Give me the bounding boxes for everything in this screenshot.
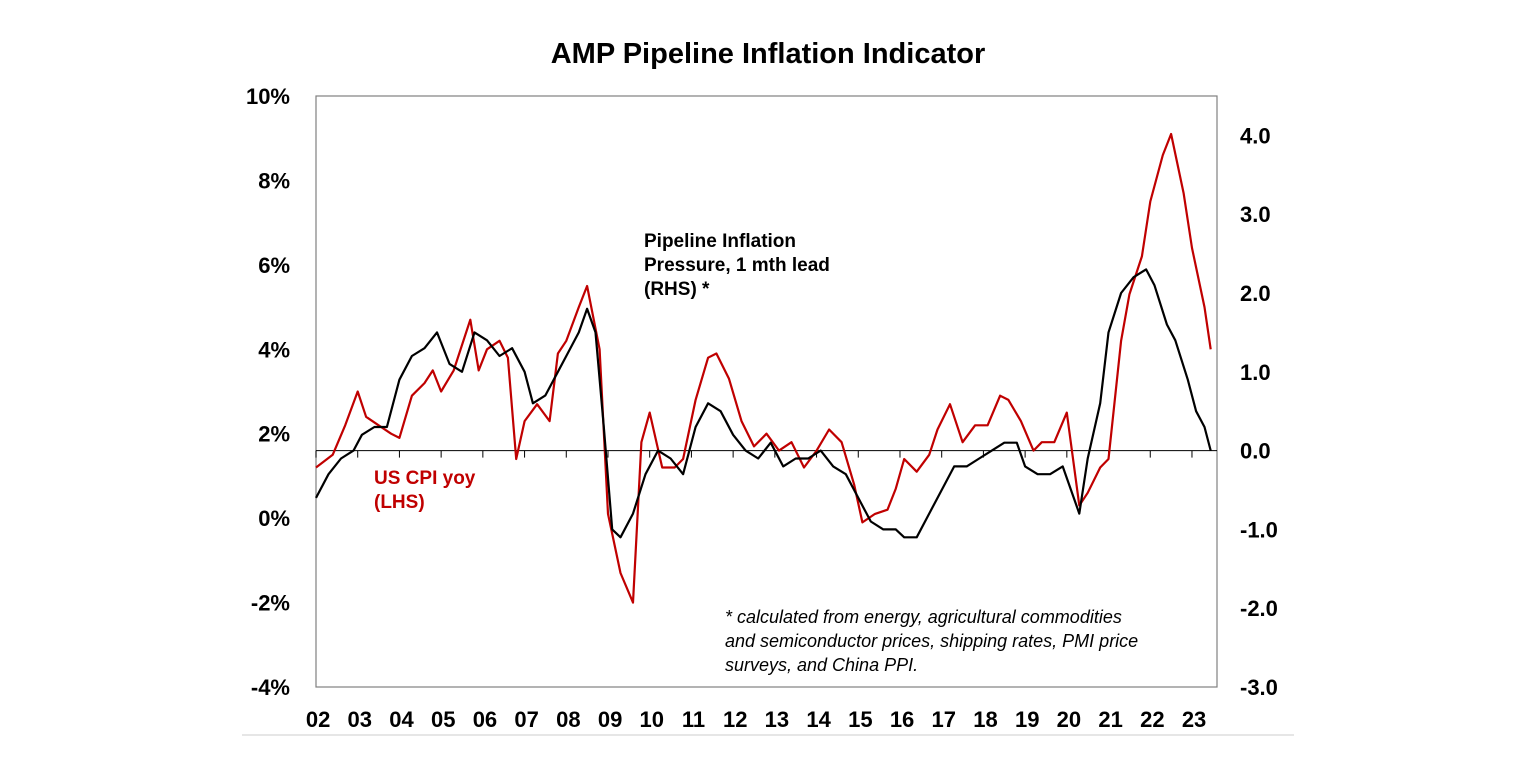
pipeline-series-label-line-3: (RHS) * [644,279,710,300]
right-axis-tick-label: -3.0 [1240,675,1278,700]
x-tick-label: 05 [431,707,455,732]
x-tick-label: 21 [1098,707,1122,732]
left-axis-tick-label: 4% [258,337,290,362]
right-axis-tick-label: 2.0 [1240,281,1271,306]
footnote-line-2: and semiconductor prices, shipping rates… [725,631,1138,651]
x-tick-label: 17 [932,707,956,732]
x-tick-label: 22 [1140,707,1164,732]
x-tick-label: 20 [1057,707,1081,732]
x-tick-label: 16 [890,707,914,732]
left-axis-tick-label: -2% [251,591,290,616]
left-axis-tick-label: 6% [258,253,290,278]
left-axis-tick-label: -4% [251,675,290,700]
cpi-series-label-line-2: (LHS) [374,492,425,513]
chart-title: AMP Pipeline Inflation Indicator [550,38,986,70]
pipeline-series-label-line-1: Pipeline Inflation [644,231,796,252]
right-axis-tick-label: 1.0 [1240,360,1271,385]
left-axis-tick-label: 10% [246,84,290,109]
x-tick-label: 18 [973,707,997,732]
x-tick-label: 11 [682,707,705,732]
x-tick-label: 10 [640,707,664,732]
right-axis-tick-label: 4.0 [1240,123,1271,148]
x-tick-label: 12 [723,707,747,732]
x-tick-label: 06 [473,707,497,732]
right-axis-tick-label: -1.0 [1240,517,1278,542]
x-tick-label: 19 [1015,707,1039,732]
x-tick-label: 04 [389,707,414,732]
cpi-series-label-line-1: US CPI yoy [374,468,476,489]
plot-area-frame [315,95,1218,688]
x-tick-label: 07 [514,707,538,732]
x-tick-label: 08 [556,707,580,732]
bottom-rule [242,734,1294,736]
footnote-line-1: * calculated from energy, agricultural c… [725,607,1122,627]
left-axis-tick-label: 8% [258,168,290,193]
x-tick-label: 15 [848,707,872,732]
x-tick-label: 14 [806,707,831,732]
us-cpi-yoy-line [315,132,1212,604]
x-tick-label: 09 [598,707,622,732]
pipeline-inflation-line [315,268,1212,539]
x-tick-label: 23 [1182,707,1206,732]
left-axis-tick-label: 2% [258,422,290,447]
footnote-line-3: surveys, and China PPI. [725,655,918,675]
right-axis-tick-label: -2.0 [1240,596,1278,621]
left-axis-tick-label: 0% [258,506,290,531]
x-tick-label: 13 [765,707,789,732]
pipeline-series-label-line-2: Pressure, 1 mth lead [644,255,830,276]
x-tick-label: 03 [348,707,372,732]
x-tick-label: 02 [306,707,330,732]
right-axis-tick-label: 0.0 [1240,439,1271,464]
right-axis-tick-label: 3.0 [1240,202,1271,227]
